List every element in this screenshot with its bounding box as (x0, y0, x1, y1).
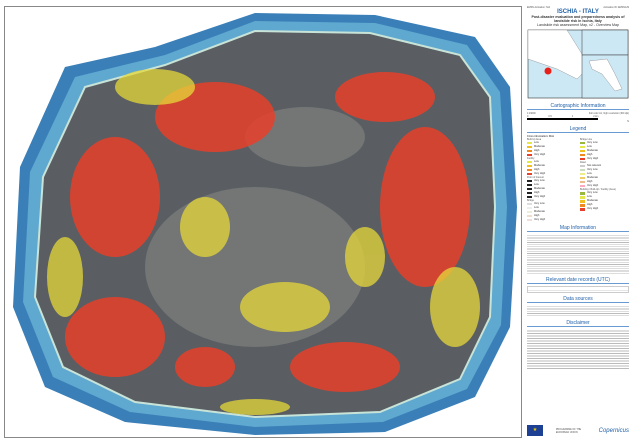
scale: 1:19000 (527, 112, 536, 115)
legend-item: Not relevant (580, 164, 629, 168)
scale-tick: 0.5 (548, 115, 552, 118)
dates-table (527, 286, 629, 293)
footer: ★ PROGRAMME OF THE EUROPEAN UNION Copern… (527, 425, 629, 436)
legend: Built-Up Area Low Moderate High Very Hig… (527, 138, 629, 222)
north-arrow: N (627, 120, 629, 123)
legend-built-up-title: Built-Up Area (527, 138, 542, 141)
legend-item: Low (527, 141, 576, 145)
locator-map (527, 29, 629, 99)
disclaimer-text (527, 329, 629, 369)
legend-item: High (527, 168, 576, 172)
map-name: Landslide risk assessment Map, v2 - Over… (536, 23, 620, 27)
legend-item: Very High (527, 195, 576, 199)
map-title: ISCHIA - ITALY (557, 9, 599, 15)
print-format: Full color A1, high resolution (300 dpi) (588, 112, 629, 115)
legend-item: Moderate (527, 187, 576, 191)
legend-heading: Legend (527, 126, 629, 133)
legend-item: High (527, 191, 576, 195)
legend-item: Very Low (527, 202, 576, 206)
legend-item: Moderate (580, 149, 629, 153)
legend-item: Very Low (580, 141, 629, 145)
legend-bridge-title: Bridge (527, 199, 534, 202)
legend-group-title: Crisis information: Risk (527, 135, 554, 138)
legend-item: Low (527, 206, 576, 210)
legend-item: Moderate (580, 199, 629, 203)
disclaimer-heading: Disclaimer (527, 320, 629, 327)
info-panel: EMSN Activation: N/A Activation ID: EMSN1… (527, 6, 629, 438)
legend-item: High (527, 149, 576, 153)
map-frame[interactable] (4, 6, 522, 438)
legend-item: Very Low (527, 179, 576, 183)
legend-item: High (527, 214, 576, 218)
legend-item: Moderate (527, 164, 576, 168)
sources-heading: Data sources (527, 296, 629, 303)
legend-item: Very High (527, 153, 576, 157)
legend-item: Moderate (580, 176, 629, 180)
top-right-info: Activation ID: EMSN129 (603, 6, 629, 9)
legend-road-title: Road (580, 161, 586, 164)
scale-tick: 0 (527, 115, 529, 118)
legend-item: Low (527, 160, 576, 164)
legend-item: Very High (527, 172, 576, 176)
legend-item: High (580, 180, 629, 184)
landslide-risk-map[interactable] (5, 7, 521, 437)
legend-item: High (580, 203, 629, 207)
scale-tick: 1 (571, 115, 574, 118)
scale-tick: 2 km (593, 115, 599, 118)
top-left-info: EMSN Activation: N/A (527, 6, 551, 9)
legend-poi-title: Point of Interest (527, 176, 544, 179)
risk-very-high-areas (65, 72, 470, 392)
legend-item: Low (580, 172, 629, 176)
legend-item: Very High (580, 184, 629, 188)
legend-item: Moderate (527, 210, 576, 214)
legend-item: High (580, 153, 629, 157)
legend-item: Moderate (527, 145, 576, 149)
map-subtitle: Post-disaster evaluation and preparednes… (531, 15, 625, 23)
legend-item: Very High (580, 157, 629, 161)
legend-bridge-line-title: Bridge Line (580, 138, 593, 141)
dates-heading: Relevant date records (UTC) (527, 277, 629, 284)
legend-item: Very Low (580, 168, 629, 172)
copernicus-logo: Copernicus (598, 427, 629, 434)
legend-item: Low (527, 183, 576, 187)
legend-item: Low (580, 145, 629, 149)
legend-building-title: Building / Built-Up / Facility (Area) (580, 188, 616, 191)
legend-item: Very High (580, 207, 629, 211)
sources-text (527, 305, 629, 317)
map-info-heading: Map Information (527, 225, 629, 232)
risk-moderate-areas (47, 69, 480, 415)
eu-flag-logo: ★ (527, 425, 543, 436)
scalebar-bar (527, 118, 599, 120)
program-label: PROGRAMME OF THE EUROPEAN UNION (555, 427, 582, 434)
map-info-text (527, 234, 629, 274)
legend-item: Very High (527, 218, 576, 222)
legend-facility-title: Facility (527, 157, 535, 160)
ischia-marker (544, 67, 552, 75)
legend-item: Very Low (580, 191, 629, 195)
scalebar: 0 0.5 1 2 km (527, 115, 598, 118)
legend-item: Low (580, 195, 629, 199)
cartographic-heading: Cartographic Information (527, 103, 629, 110)
